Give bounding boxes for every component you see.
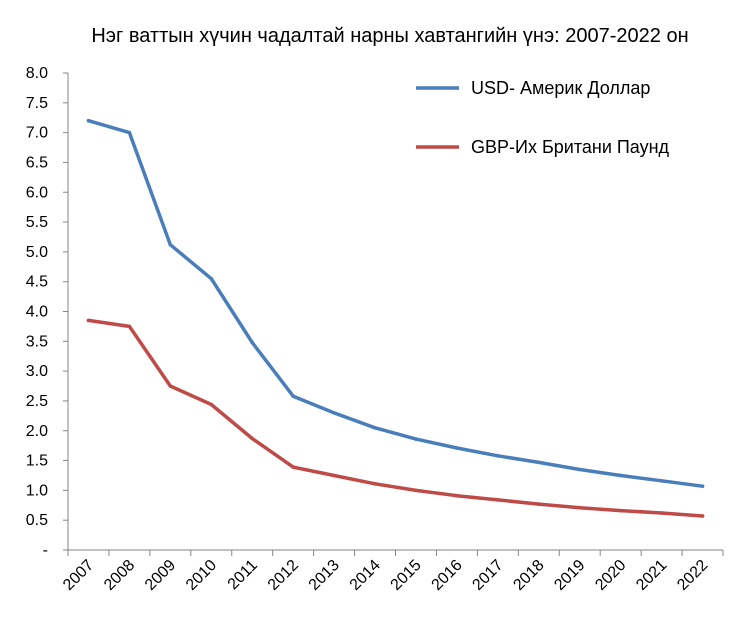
data-point [127, 130, 132, 135]
data-point [577, 467, 582, 472]
y-tick-label: 5.0 [26, 244, 48, 261]
chart-title: Нэг ваттын хүчин чадалтай нарны хавтанги… [91, 25, 688, 47]
y-tick-label: 7.5 [26, 95, 48, 112]
y-tick-label: 3.0 [26, 363, 48, 380]
data-point [414, 437, 418, 441]
data-point [700, 514, 705, 518]
y-tick-label: 4.0 [26, 304, 48, 321]
x-tick-label: 2009 [142, 557, 179, 594]
data-point [209, 402, 214, 407]
data-point [168, 384, 173, 388]
data-point [455, 446, 459, 450]
data-point [291, 465, 295, 469]
data-point [618, 473, 623, 478]
data-point [332, 473, 336, 478]
x-axis-ticks: 2007 2008 2009 2010 2011 2012 2013 2014 2015 2016… [60, 550, 724, 594]
data-point [496, 453, 500, 458]
data-point [536, 502, 541, 506]
data-point [414, 488, 418, 493]
data-point [536, 460, 541, 465]
y-tick-label: - [43, 542, 48, 559]
x-tick-label: 2014 [347, 557, 384, 594]
y-tick-label: 2.0 [26, 423, 48, 440]
x-tick-label: 2015 [388, 557, 425, 594]
y-tick-label: 7.0 [26, 125, 48, 142]
x-tick-label: 2007 [60, 557, 97, 594]
data-point [700, 484, 705, 489]
x-tick-label: 2018 [510, 557, 547, 594]
y-tick-label: 1.5 [26, 453, 48, 470]
y-tick-label: 8.0 [26, 65, 48, 82]
data-point [168, 242, 173, 247]
data-point [332, 411, 336, 415]
data-point [86, 318, 91, 323]
series-line [86, 318, 705, 518]
x-tick-label: 2008 [101, 557, 138, 594]
y-tick-label: 4.5 [26, 274, 48, 291]
data-point [496, 498, 500, 502]
series-lines [86, 118, 705, 518]
series-line [86, 118, 705, 488]
data-point [659, 511, 664, 515]
x-tick-label: 2019 [551, 557, 588, 594]
data-point [618, 508, 623, 513]
y-tick-label: 3.5 [26, 333, 48, 350]
data-point [455, 493, 459, 498]
data-point [373, 425, 377, 430]
legend: USD- Америк Доллар GBP-Их Британи Паунд [416, 78, 670, 157]
y-tick-label: 1.0 [26, 482, 48, 499]
y-tick-label: 0.5 [26, 512, 48, 529]
data-point [86, 118, 91, 123]
data-point [659, 479, 664, 483]
x-tick-label: 2020 [592, 557, 629, 594]
legend-label: GBP-Их Британи Паунд [471, 137, 670, 157]
y-tick-label: 6.5 [26, 154, 48, 171]
y-tick-label: 6.0 [26, 184, 48, 201]
data-point [373, 482, 377, 486]
data-point [577, 505, 582, 510]
x-tick-label: 2012 [265, 557, 302, 594]
x-tick-label: 2011 [225, 557, 261, 593]
data-point [250, 340, 255, 345]
y-tick-label: 2.5 [26, 393, 48, 410]
x-tick-label: 2021 [633, 557, 670, 594]
x-tick-label: 2022 [674, 557, 711, 594]
legend-label: USD- Америк Доллар [471, 78, 650, 98]
y-tick-label: 5.5 [26, 214, 48, 231]
x-tick-label: 2016 [429, 557, 466, 594]
x-tick-label: 2013 [306, 557, 343, 594]
data-point [250, 436, 255, 441]
y-axis-ticks: - 0.5 1.0 1.5 2.0 2.5 3.0 3.5 4.0 4.5 5.0 5.5 6.0 6.5… [26, 65, 68, 559]
x-tick-label: 2010 [183, 557, 220, 594]
data-point [291, 394, 295, 398]
x-tick-label: 2017 [469, 557, 506, 594]
data-point [127, 324, 132, 329]
data-point [209, 276, 214, 281]
